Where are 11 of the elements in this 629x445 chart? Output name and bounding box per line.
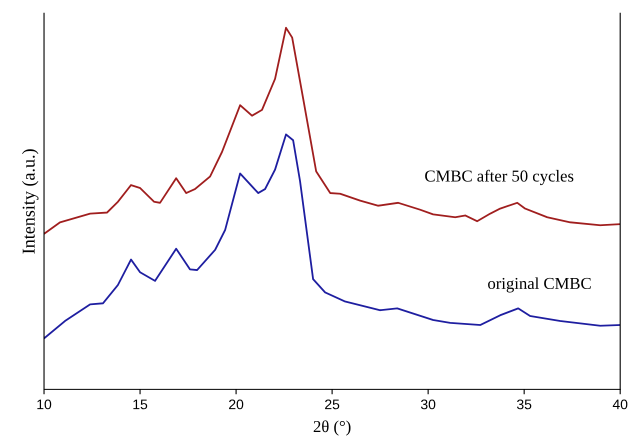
x-tick-label: 15 (133, 400, 148, 410)
x-axis-title: 2θ (°) (314, 420, 351, 436)
series-label: CMBC after 50 cycles (425, 170, 574, 186)
series-label: original CMBC (488, 277, 591, 292)
x-tick-label: 35 (516, 399, 532, 410)
x-tick-label: 10 (37, 399, 52, 410)
x-tick-label: 20 (229, 399, 244, 410)
x-tick-label: 25 (325, 399, 340, 410)
x-tick-label: 40 (612, 399, 628, 410)
x-tick-label: 30 (420, 399, 436, 410)
y-axis-title: Intensity (a.u.) (22, 149, 38, 254)
